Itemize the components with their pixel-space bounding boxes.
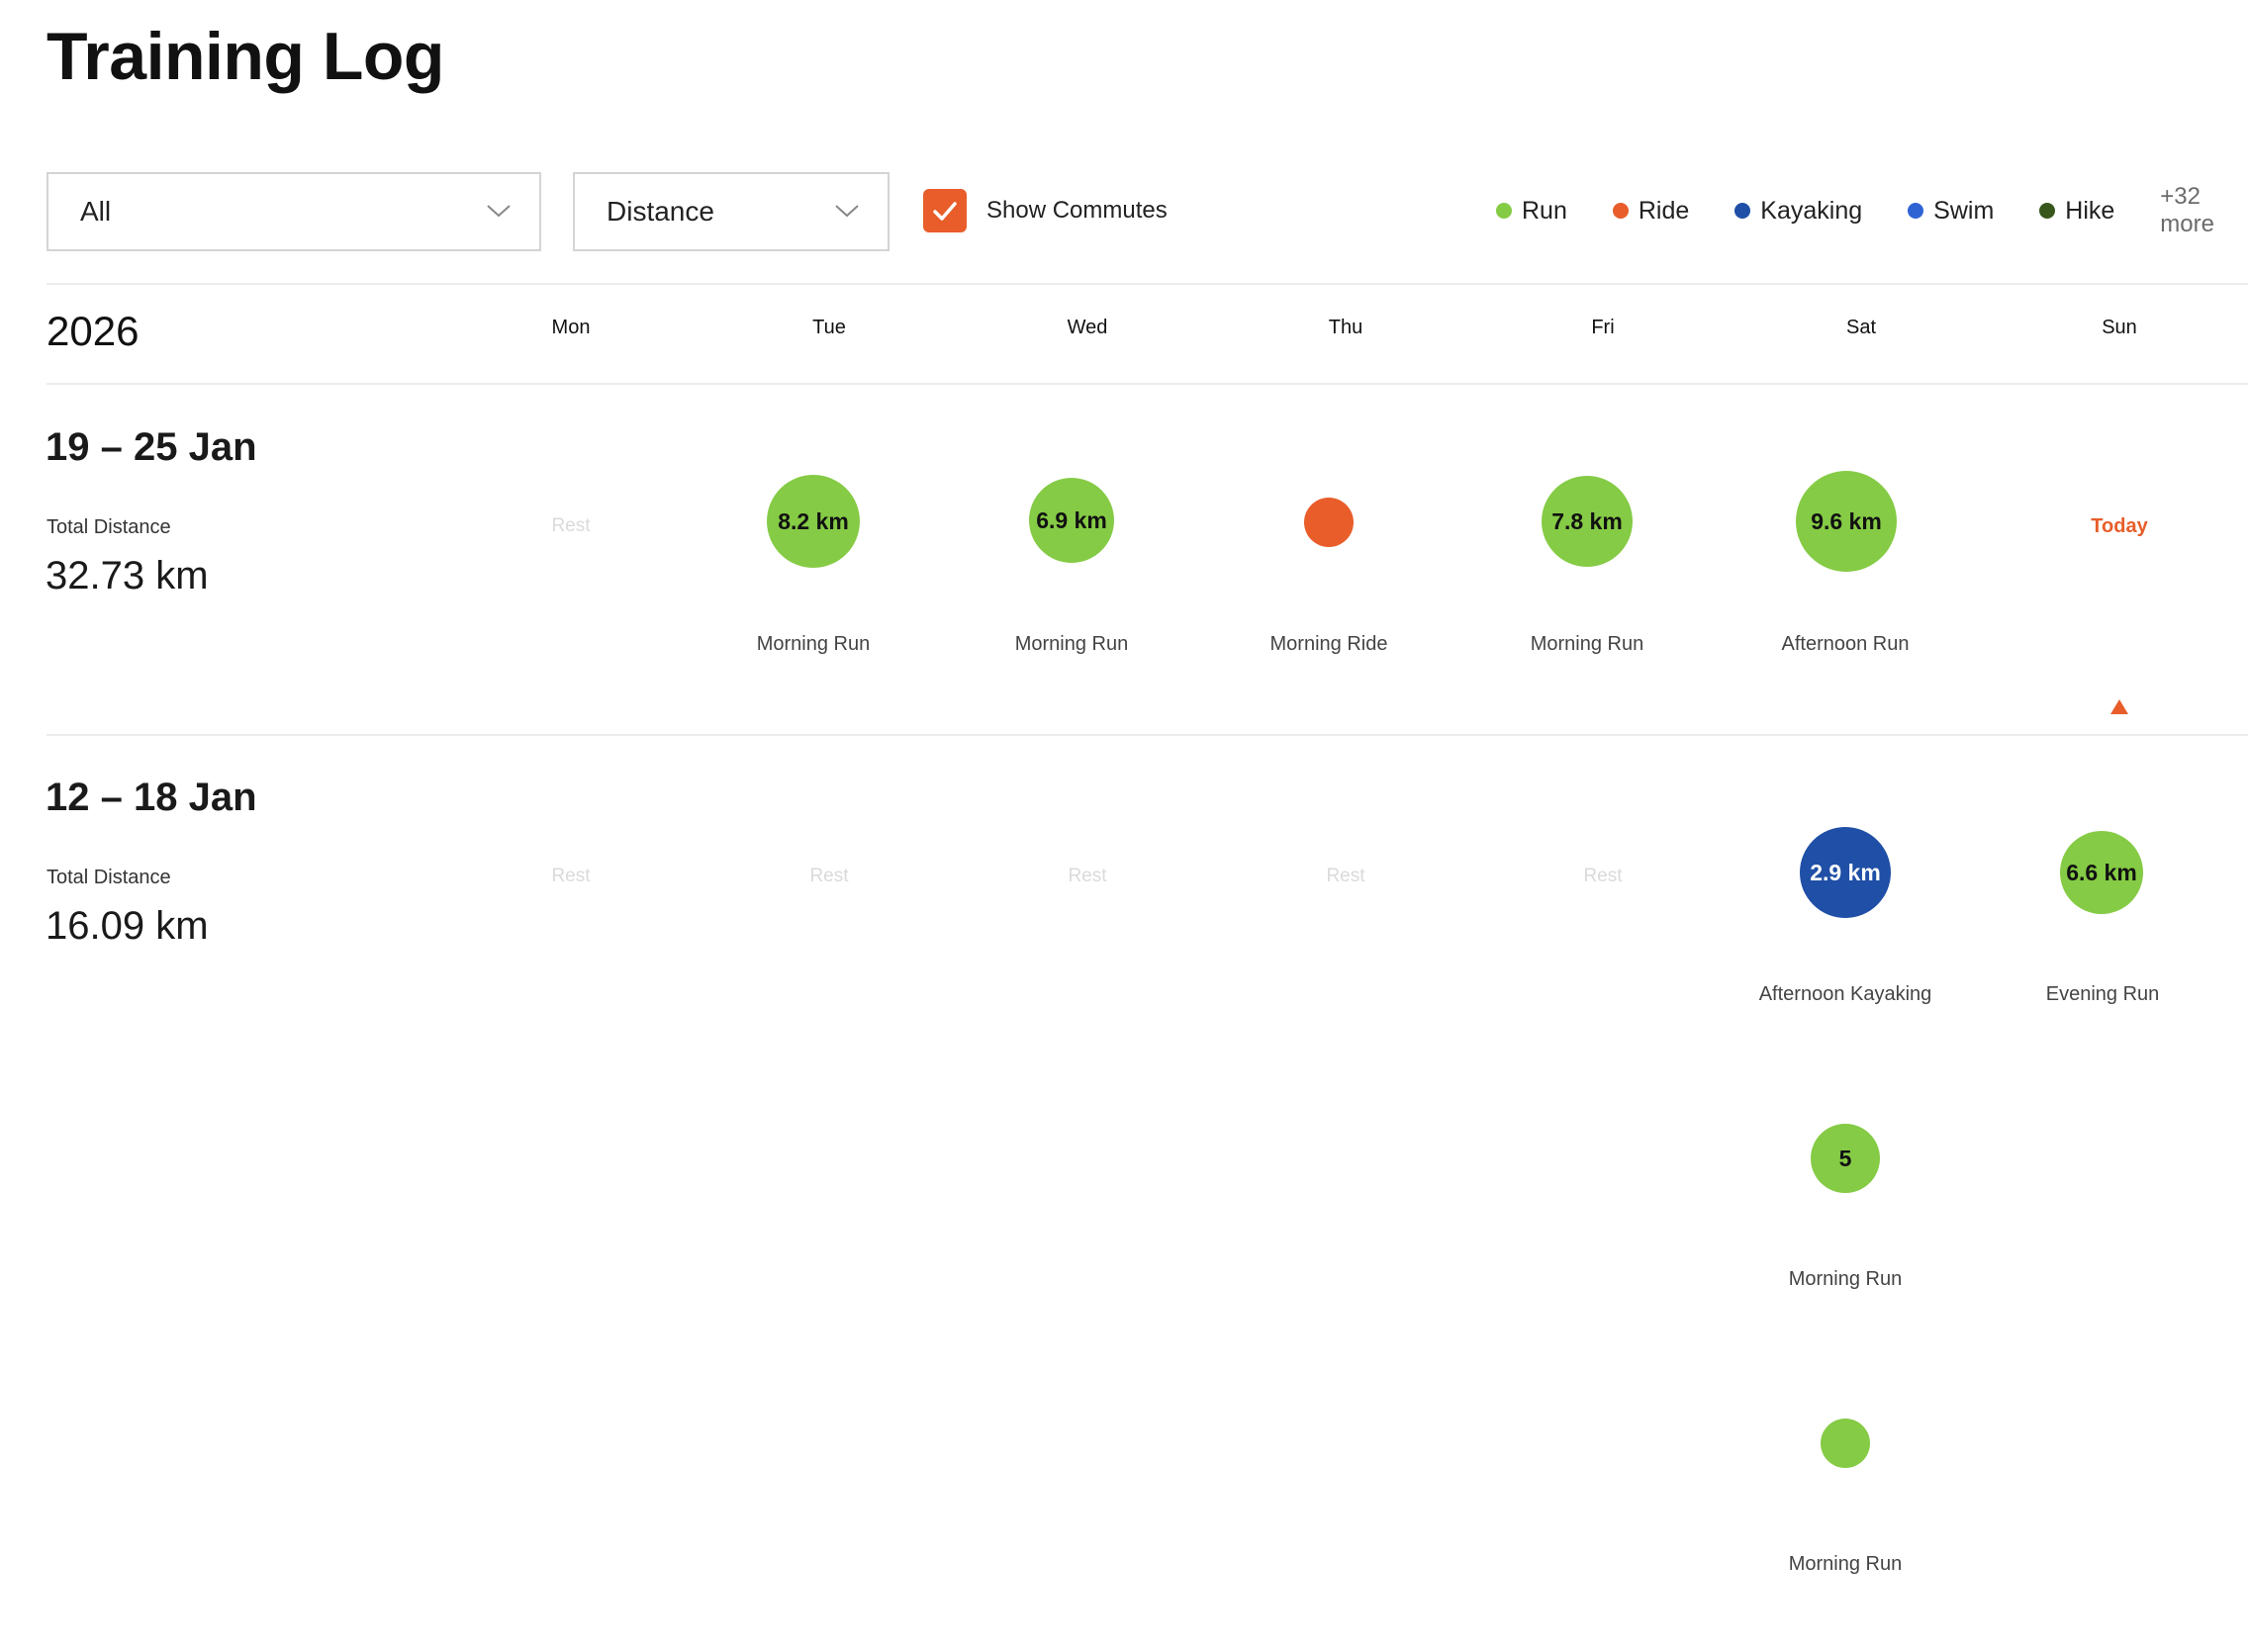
legend-label: Ride [1638,196,1690,225]
total-distance-label: Total Distance [47,867,171,888]
total-distance-value: 32.73 km [46,554,209,597]
activity-bubble-kayaking[interactable]: 2.9 km [1800,827,1891,918]
year-label: 2026 [47,308,140,354]
page-title: Training Log [47,19,444,94]
activity-name[interactable]: Evening Run [2045,983,2160,1005]
checkmark-icon [933,202,957,221]
activity-name[interactable]: Morning Run [1530,633,1644,655]
day-header-mon: Mon [551,317,591,338]
ride-dot-icon [1612,203,1629,219]
activity-name[interactable]: Morning Run [1788,1553,1903,1575]
rest-day-label: Rest [809,866,849,886]
divider [47,383,2248,385]
hike-dot-icon [2039,203,2056,219]
rest-day-label: Rest [551,515,591,536]
show-commutes-checkbox[interactable] [923,189,967,232]
activity-name[interactable]: Morning Run [756,633,871,655]
day-header-thu: Thu [1328,317,1363,338]
legend-label: Swim [1933,196,1995,225]
activity-bubble-run[interactable]: 6.6 km [2060,831,2143,914]
activity-bubble-run[interactable]: 8.2 km [767,475,860,568]
show-commutes-label: Show Commutes [986,197,1168,224]
legend-item-swim[interactable]: Swim [1908,197,1994,226]
legend-label: Run [1522,196,1567,225]
divider [47,734,2248,736]
today-marker-icon [2110,699,2128,714]
sport-filter-select[interactable]: All [47,172,541,251]
day-header-tue: Tue [812,317,846,338]
kayaking-dot-icon [1734,203,1751,219]
legend-item-run[interactable]: Run [1496,197,1567,226]
legend-item-ride[interactable]: Ride [1612,196,1690,226]
metric-filter-value: Distance [607,196,714,227]
total-distance-value: 16.09 km [46,904,209,948]
week-title: 19 – 25 Jan [46,425,257,469]
day-header-wed: Wed [1067,317,1108,338]
chevron-down-icon [487,205,511,218]
day-header-sun: Sun [2102,317,2137,338]
divider [47,283,2248,285]
sport-filter-value: All [80,196,112,227]
legend-more-link[interactable]: +32 more [2160,183,2214,237]
week-title: 12 – 18 Jan [46,776,257,819]
activity-name[interactable]: Morning Run [1014,633,1129,655]
activity-bubble-run[interactable]: 7.8 km [1542,476,1633,567]
swim-dot-icon [1908,203,1924,219]
activity-name[interactable]: Afternoon Run [1781,633,1910,655]
today-label: Today [2091,515,2148,537]
activity-bubble-ride[interactable] [1304,498,1354,547]
activity-bubble-run[interactable]: 6.9 km [1029,478,1114,563]
legend-item-kayaking[interactable]: Kayaking [1734,197,1862,226]
day-header-sat: Sat [1845,317,1877,338]
day-header-fri: Fri [1591,317,1615,338]
activity-bubble-run[interactable] [1821,1419,1870,1468]
legend-label: Hike [2065,196,2115,225]
show-commutes-toggle[interactable]: Show Commutes [923,189,1168,232]
legend-item-hike[interactable]: Hike [2039,197,2114,226]
activity-name[interactable]: Morning Run [1788,1268,1903,1290]
total-distance-label: Total Distance [47,516,171,538]
activity-bubble-run[interactable]: 5 [1811,1124,1880,1193]
rest-day-label: Rest [1583,866,1623,886]
rest-day-label: Rest [551,866,591,886]
rest-day-label: Rest [1326,866,1365,886]
rest-day-label: Rest [1068,866,1107,886]
sport-legend: Run Ride Kayaking Swim Hike +32 more [1496,183,2248,237]
activity-name[interactable]: Afternoon Kayaking [1758,983,1932,1005]
run-dot-icon [1496,203,1512,219]
chevron-down-icon [835,205,859,218]
activity-name[interactable]: Morning Ride [1269,633,1388,655]
metric-filter-select[interactable]: Distance [573,172,890,251]
activity-bubble-run[interactable]: 9.6 km [1796,471,1897,572]
legend-label: Kayaking [1760,196,1863,225]
